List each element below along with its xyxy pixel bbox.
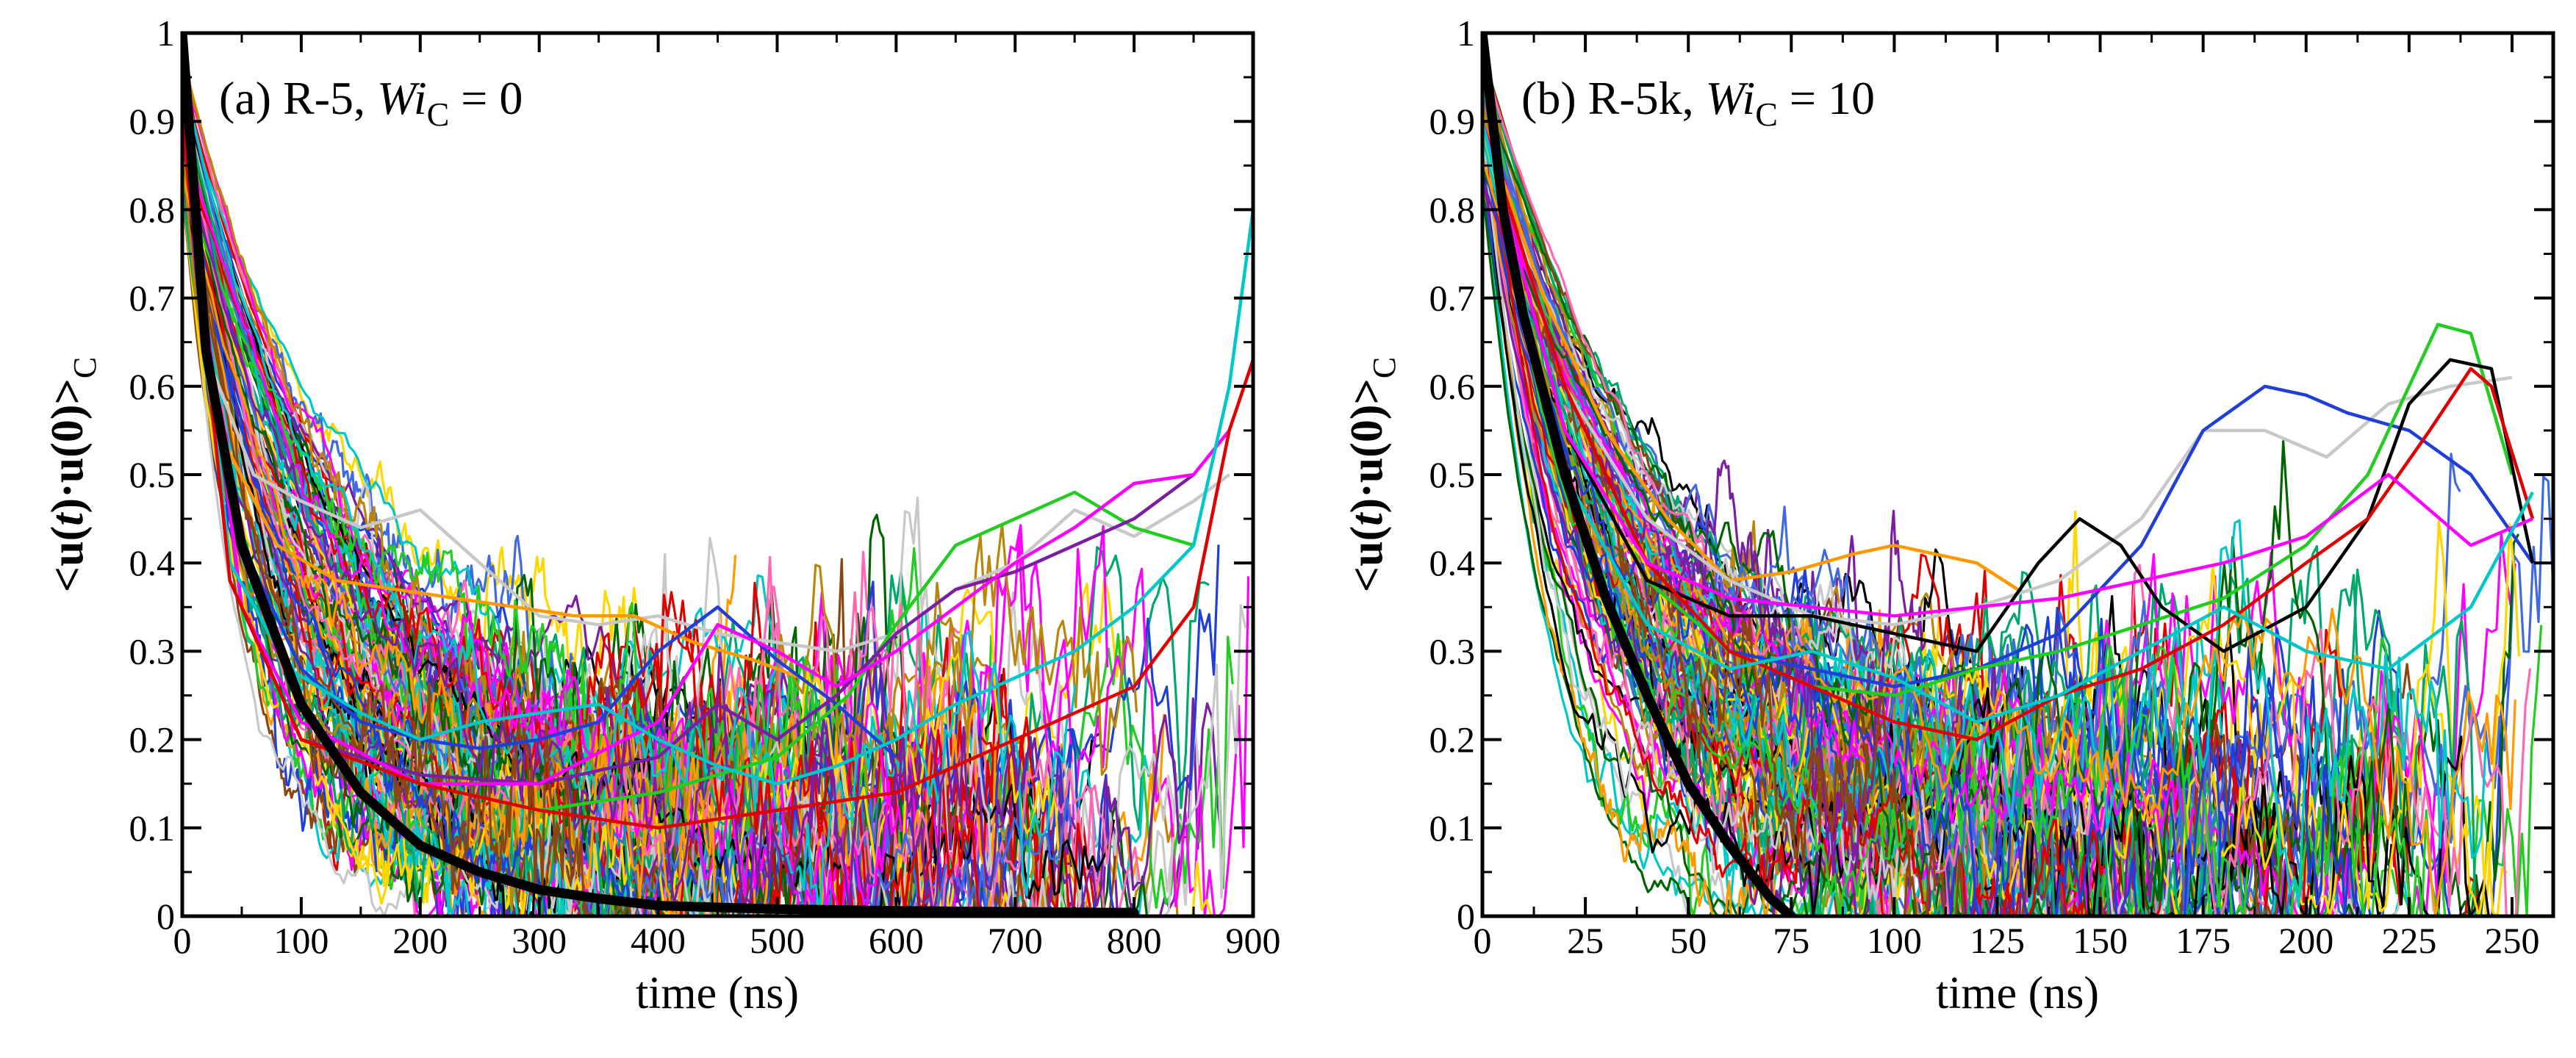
- chain-trace: [182, 140, 1174, 916]
- panel-a-annotation: (a) R-5, WiC = 0: [219, 72, 523, 133]
- panel-b-x-axis-title: time (ns): [1936, 968, 2099, 1018]
- panel-a-x-axis-title: time (ns): [636, 968, 799, 1018]
- trace-teal: [1482, 120, 2534, 724]
- chain-trace: [182, 86, 1113, 916]
- y-tick-label: 1: [157, 12, 175, 54]
- x-tick-label: 0: [173, 920, 192, 961]
- chain-trace: [1482, 135, 2487, 908]
- y-tick-label: 0.6: [1429, 366, 1476, 407]
- x-tick-label: 100: [1867, 920, 1922, 961]
- x-tick-label: 500: [750, 920, 805, 961]
- x-tick-label: 25: [1567, 920, 1604, 961]
- x-tick-label: 400: [631, 920, 686, 961]
- trace-magenta: [182, 120, 1231, 785]
- y-tick-label: 0: [1457, 896, 1475, 937]
- y-tick-label: 0.8: [1429, 189, 1476, 230]
- trace-purple: [182, 120, 1195, 785]
- x-tick-label: 250: [2484, 920, 2539, 961]
- trace-green: [1482, 120, 2514, 697]
- panel-a-x-tick-labels: 0 100 200 300 400 500 600 700 800 900: [173, 920, 1281, 961]
- y-tick-label: 0.6: [129, 366, 176, 407]
- chain-trace: [1482, 157, 2516, 916]
- y-tick-label: 0.1: [1429, 807, 1476, 849]
- y-tick-label: 0.1: [129, 807, 176, 849]
- panel-b-ticks: [1481, 32, 2553, 918]
- y-tick-label: 0.3: [1429, 630, 1476, 672]
- chain-trace: [182, 182, 586, 722]
- panel-a-average-trace: [182, 33, 1139, 916]
- trace-red: [1482, 120, 2535, 741]
- trace-red: [182, 120, 1253, 830]
- y-tick-label: 0: [157, 896, 175, 937]
- x-tick-label: 800: [1107, 920, 1162, 961]
- y-tick-label: 0.9: [1429, 101, 1476, 142]
- y-tick-label: 0.7: [1429, 278, 1476, 319]
- chain-trace: [182, 138, 998, 916]
- chain-trace: [1482, 118, 2177, 832]
- trace-blue: [182, 120, 897, 759]
- y-tick-label: 0.4: [129, 542, 176, 583]
- panel-b-y-tick-labels: 0 0.1 0.2 0.3 0.4 0.5 0.6 0.7 0.8 0.9 1: [1429, 12, 1476, 937]
- panel-b-highlight-traces: [1482, 120, 2535, 741]
- x-tick-label: 125: [1970, 920, 2025, 961]
- x-tick-label: 100: [273, 920, 329, 961]
- trace-teal: [182, 120, 1253, 785]
- x-tick-label: 50: [1670, 920, 1707, 961]
- y-tick-label: 1: [1457, 12, 1475, 54]
- chain-trace: [182, 147, 1022, 916]
- panel-a-highlight-traces: [182, 76, 1253, 830]
- x-tick-label: 600: [869, 920, 924, 961]
- trace-gray: [1482, 120, 2513, 627]
- panel-a-ticks: [181, 32, 1255, 918]
- y-tick-label: 0.4: [1429, 542, 1476, 583]
- chain-trace: [1482, 149, 2292, 916]
- chain-trace: [182, 73, 1077, 914]
- y-tick-label: 0.7: [129, 278, 176, 319]
- x-tick-label: 300: [512, 920, 567, 961]
- x-tick-label: 0: [1474, 920, 1492, 961]
- x-tick-label: 700: [988, 920, 1043, 961]
- chain-trace: [1482, 117, 1937, 916]
- chain-trace: [182, 123, 903, 916]
- x-tick-label: 225: [2381, 920, 2436, 961]
- chain-trace: [182, 112, 586, 916]
- panel-a-y-tick-labels: 0 0.1 0.2 0.3 0.4 0.5 0.6 0.7 0.8 0.9 1: [129, 12, 176, 937]
- panel-a: 0 100 200 300 400 500 600 700 800 900 00.10.20.30…: [43, 12, 1281, 1018]
- chain-trace: [1482, 68, 2476, 916]
- chain-trace: [182, 185, 777, 916]
- y-tick-label: 0.2: [1429, 719, 1476, 760]
- chain-trace: [182, 172, 717, 916]
- trace-gray: [182, 76, 1230, 653]
- panel-b-y-axis-title: <u(t)·u(0)>C: [1342, 357, 1402, 593]
- y-tick-label: 0.5: [129, 454, 176, 495]
- chain-trace: [182, 140, 597, 841]
- panel-b-noise-traces: [1482, 50, 2553, 916]
- panel-b-annotation: (b) R-5k, WiC = 10: [1521, 72, 1875, 133]
- panel-a-y-axis-title: <u(t)·u(0)>C: [43, 357, 103, 593]
- panel-b-x-tick-labels: 0 25 50 75 100 125 150 175 200 225 250: [1474, 920, 2540, 961]
- trace-magenta: [1482, 120, 2533, 618]
- x-tick-label: 900: [1226, 920, 1281, 961]
- chain-trace: [1482, 55, 2157, 916]
- y-tick-label: 0.8: [129, 189, 176, 230]
- panel-b: 0 25 50 75 100 125 150 175 200 225 250 00.10.20.30…: [1342, 12, 2555, 1018]
- chain-trace: [1482, 76, 2321, 916]
- panel-b-average-trace: [1482, 33, 1796, 916]
- y-tick-label: 0.9: [129, 101, 176, 142]
- y-tick-label: 0.2: [129, 719, 176, 760]
- chain-trace: [1482, 123, 2494, 916]
- x-tick-label: 200: [2278, 920, 2333, 961]
- average-autocorrelation-curve: [1482, 33, 1796, 916]
- x-tick-label: 150: [2073, 920, 2128, 961]
- y-tick-label: 0.3: [129, 630, 176, 672]
- x-tick-label: 175: [2175, 920, 2231, 961]
- trace-black: [1482, 120, 2535, 653]
- x-tick-label: 75: [1773, 920, 1809, 961]
- x-tick-label: 200: [392, 920, 448, 961]
- chain-trace: [1482, 79, 1868, 916]
- trace-orange: [1482, 120, 2019, 591]
- y-tick-label: 0.5: [1429, 454, 1476, 495]
- average-autocorrelation-curve: [182, 33, 1139, 916]
